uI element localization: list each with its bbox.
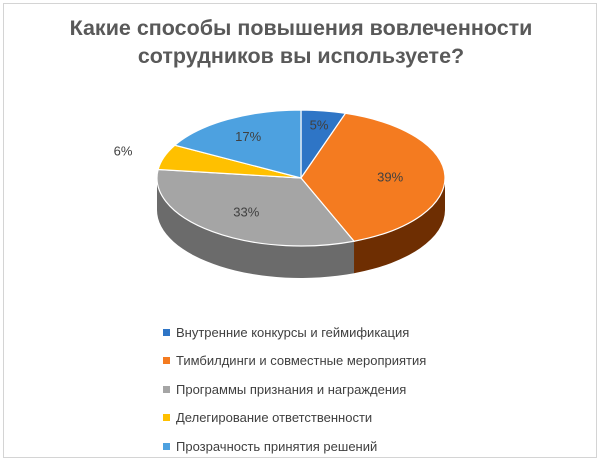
pie-data-labels: 5% 39% 33% 6% 17% (114, 117, 404, 219)
data-label-recognition: 33% (233, 204, 259, 219)
legend-label-transparency: Прозрачность принятия решений (176, 438, 378, 454)
legend-label-teambuilding: Тимбилдинги и совместные мероприятия (176, 353, 427, 369)
legend-item-contests: Внутренние конкурсы и геймификация (163, 318, 426, 347)
data-label-delegation: 6% (114, 144, 133, 159)
legend-swatch-delegation (163, 414, 170, 422)
pie-side-walls (157, 178, 445, 278)
legend-label-contests: Внутренние конкурсы и геймификация (176, 324, 410, 340)
legend-item-delegation: Делегирование ответственности (163, 404, 426, 433)
legend: Внутренние конкурсы и геймификация Тимби… (163, 318, 426, 461)
legend-item-transparency: Прозрачность принятия решений (163, 432, 426, 461)
pie-side-teambuilding (354, 178, 445, 274)
legend-item-teambuilding: Тимбилдинги и совместные мероприятия (163, 347, 426, 376)
legend-label-delegation: Делегирование ответственности (176, 410, 373, 426)
pie-slice-teambuilding (300, 112, 446, 242)
legend-label-recognition: Программы признания и награждения (176, 381, 407, 397)
chart-title-line-2: сотрудников вы используете? (137, 44, 465, 68)
pie-slice-recognition (156, 168, 356, 247)
legend-swatch-teambuilding (163, 357, 170, 365)
data-label-contests: 5% (310, 117, 329, 132)
chart-title-line-1: Какие способы повышения вовлеченности (69, 16, 533, 40)
chart-title: Какие способы повышения вовлеченности со… (0, 14, 602, 70)
data-label-teambuilding: 39% (377, 170, 403, 185)
data-label-transparency: 17% (235, 129, 261, 144)
legend-swatch-contests (163, 328, 170, 336)
pie-side-recognition (157, 178, 355, 278)
pie-slice-transparency (173, 109, 302, 179)
legend-item-recognition: Программы признания и награждения (163, 375, 426, 404)
legend-swatch-transparency (163, 442, 170, 450)
pie-top-slices (156, 109, 446, 247)
legend-swatch-recognition (163, 385, 170, 393)
